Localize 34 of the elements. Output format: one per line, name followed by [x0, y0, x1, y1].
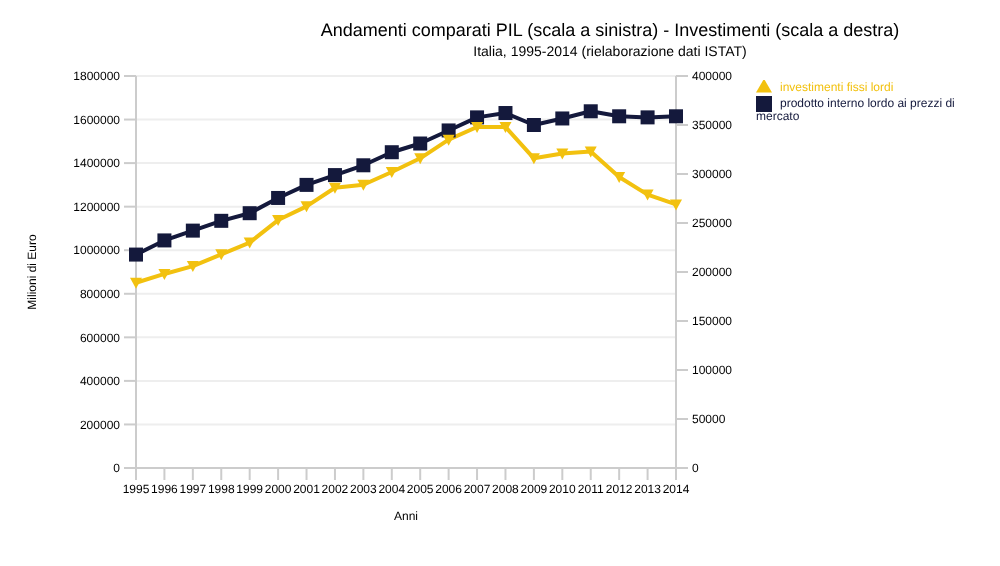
point [356, 158, 371, 173]
point [641, 189, 654, 201]
point [583, 104, 598, 119]
chart-title: Andamenti comparati PIL (scala a sinistra) - Investimenti (scala a destra) [318, 18, 902, 40]
point [215, 249, 228, 261]
point [130, 277, 142, 289]
point [185, 223, 200, 238]
point [272, 215, 285, 227]
point [157, 233, 172, 248]
point [327, 168, 342, 183]
point [357, 179, 370, 191]
point [214, 213, 229, 228]
point [640, 110, 655, 125]
point [413, 136, 428, 151]
point [129, 247, 143, 262]
point [299, 177, 314, 192]
point [556, 148, 569, 160]
point [442, 134, 455, 146]
point [158, 268, 171, 280]
point [385, 167, 398, 179]
point [499, 121, 512, 133]
point [526, 118, 541, 132]
point [612, 109, 627, 124]
point [471, 121, 484, 133]
point [271, 190, 286, 205]
point [328, 182, 341, 194]
point [555, 111, 570, 126]
point [584, 146, 597, 158]
point [670, 199, 682, 211]
point [186, 261, 199, 273]
point [384, 145, 399, 160]
point [669, 109, 683, 124]
point [242, 206, 257, 221]
point [498, 106, 513, 121]
